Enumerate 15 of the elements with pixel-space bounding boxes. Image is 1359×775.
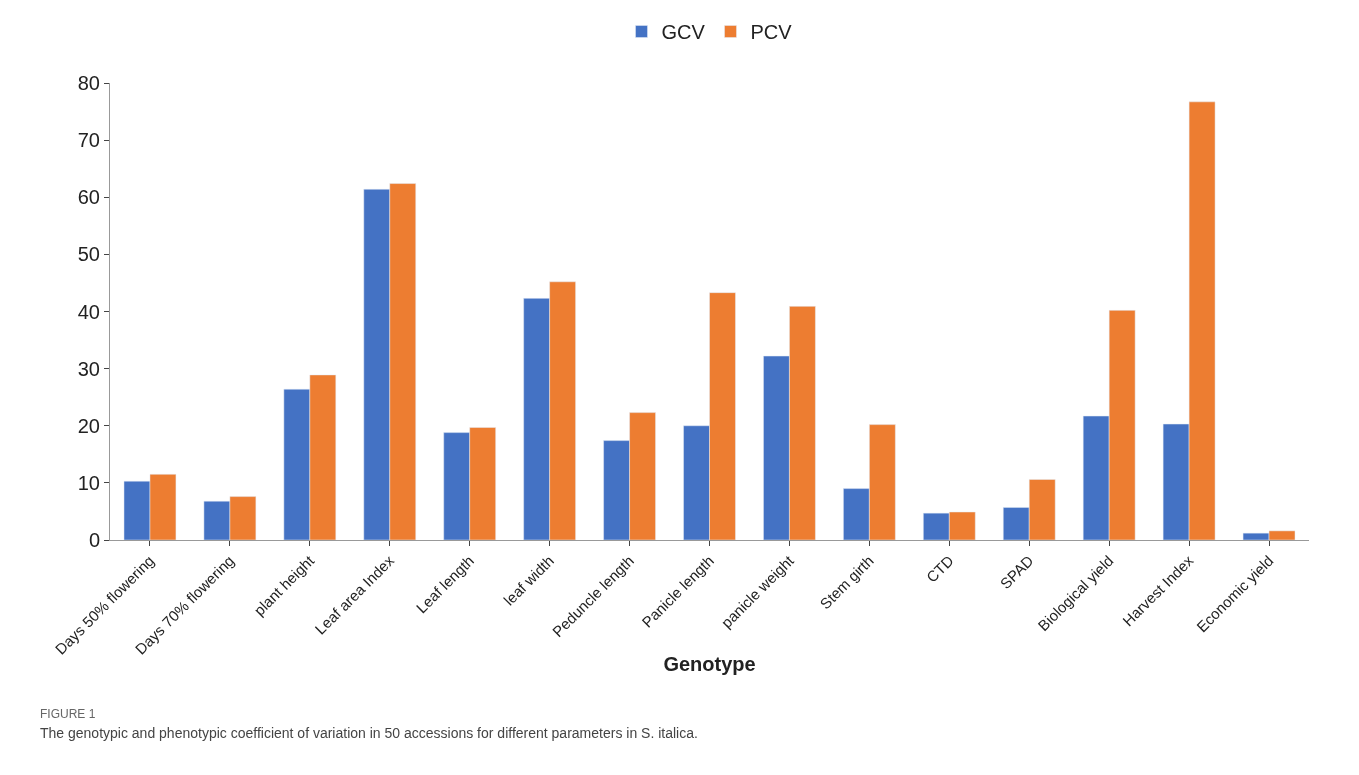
y-tick-label: 40 [77,300,100,323]
x-tick-label: CTD [922,551,957,586]
y-tick-label: 10 [77,471,100,494]
y-tick-label: 0 [88,529,100,551]
caption: FIGURE 1 [40,707,96,721]
y-tick-label: 20 [77,414,100,437]
legend-label: PCV [750,21,793,44]
y-tick-label: 30 [77,357,100,380]
y-tick-label: 50 [77,243,100,266]
x-axis-title: Genotype [663,653,756,676]
y-tick-label: 80 [77,72,100,94]
y-tick-label: 70 [77,129,100,152]
text: The genotypic and phenotypic coefficient of variation in 50 accessions for different parameters in S. italica. [40,725,698,741]
legend-label: GCV [661,21,706,44]
y-tick-label: 60 [77,186,100,209]
